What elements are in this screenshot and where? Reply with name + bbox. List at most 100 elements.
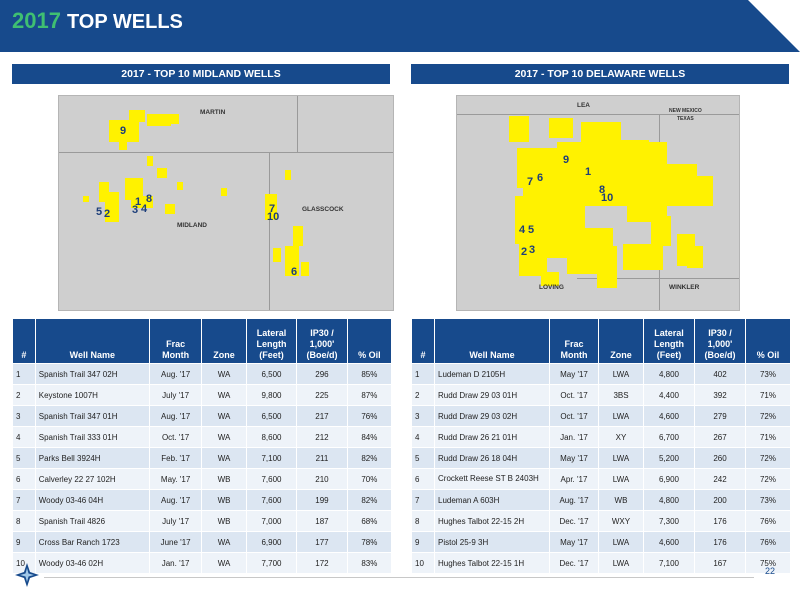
cell-lateral-length: 6,700 — [643, 426, 695, 448]
map-marker-9: 9 — [563, 154, 570, 166]
cell-index: 1 — [411, 363, 435, 385]
cell-pct-oil: 73% — [745, 363, 791, 385]
map-marker-3: 3 — [132, 204, 139, 216]
cell-pct-oil: 87% — [346, 384, 393, 406]
cell-frac-month: May. '17 — [148, 468, 203, 490]
col-header-frac-month: Frac Month — [148, 318, 203, 364]
midland-map: MARTIN MIDLAND GLASSCOCK 9 5 2 1 3 4 8 7… — [58, 95, 394, 311]
cell-pct-oil: 68% — [346, 510, 393, 532]
table-row: 8 Hughes Talbot 22-15 2H Dec. '17 WXY 7,300 1… — [411, 510, 791, 532]
col-header-lateral-length: Lateral Length (Feet) — [643, 318, 695, 364]
cell-ip30: 225 — [296, 384, 348, 406]
cell-well-name: Rudd Draw 29 03 02H — [434, 405, 550, 427]
cell-ip30: 176 — [694, 531, 746, 553]
col-header-index: # — [411, 318, 435, 364]
map-marker-1: 1 — [585, 166, 592, 178]
cell-ip30: 260 — [694, 447, 746, 469]
cell-index: 5 — [12, 447, 36, 469]
map-marker-5: 5 — [96, 206, 103, 218]
cell-index: 10 — [411, 552, 435, 574]
cell-well-name: Rudd Draw 26 21 01H — [434, 426, 550, 448]
cell-pct-oil: 82% — [346, 447, 393, 469]
col-header-pct-oil: % Oil — [346, 318, 393, 364]
cell-zone: 3BS — [598, 384, 644, 406]
map-marker-6: 6 — [537, 172, 544, 184]
table-row: 6 Crockett Reese ST B 2403H Apr. '17 LWA 6,9… — [411, 468, 791, 490]
cell-ip30: 199 — [296, 489, 348, 511]
cell-index: 5 — [411, 447, 435, 469]
cell-frac-month: Oct. '17 — [148, 426, 203, 448]
table-row: 5 Rudd Draw 26 18 04H May '17 LWA 5,200 260 72… — [411, 447, 791, 469]
cell-ip30: 187 — [296, 510, 348, 532]
cell-frac-month: Aug. '17 — [148, 405, 203, 427]
table-row: 9 Pistol 25-9 3H May '17 LWA 4,600 176 76% — [411, 531, 791, 553]
cell-well-name: Hughes Talbot 22-15 1H — [434, 552, 550, 574]
table-row: 9 Cross Bar Ranch 1723 June '17 WA 6,900 177 7… — [12, 531, 393, 553]
col-header-zone: Zone — [598, 318, 644, 364]
table-row: 5 Parks Bell 3924H Feb. '17 WA 7,100 211 82% — [12, 447, 393, 469]
cell-index: 9 — [12, 531, 36, 553]
cell-frac-month: Aug. '17 — [148, 363, 203, 385]
col-header-lateral-length: Lateral Length (Feet) — [245, 318, 298, 364]
cell-zone: WA — [201, 552, 247, 574]
cell-well-name: Parks Bell 3924H — [34, 447, 150, 469]
cell-lateral-length: 7,000 — [245, 510, 298, 532]
col-header-well-name: Well Name — [34, 318, 150, 364]
cell-lateral-length: 8,600 — [245, 426, 298, 448]
cell-ip30: 402 — [694, 363, 746, 385]
cell-pct-oil: 73% — [745, 489, 791, 511]
cell-frac-month: July '17 — [148, 384, 203, 406]
cell-lateral-length: 6,500 — [245, 363, 298, 385]
cell-zone: WB — [598, 489, 644, 511]
cell-well-name: Rudd Draw 29 03 01H — [434, 384, 550, 406]
cell-well-name: Woody 03-46 04H — [34, 489, 150, 511]
cell-pct-oil: 72% — [745, 447, 791, 469]
cell-pct-oil: 76% — [346, 405, 393, 427]
cell-pct-oil: 85% — [346, 363, 393, 385]
cell-index: 2 — [12, 384, 36, 406]
col-header-pct-oil: % Oil — [745, 318, 791, 364]
col-header-index: # — [12, 318, 36, 364]
table-row: 3 Rudd Draw 29 03 02H Oct. '17 LWA 4,600 279 7… — [411, 405, 791, 427]
cell-well-name: Calverley 22 27 102H — [34, 468, 150, 490]
cell-lateral-length: 4,400 — [643, 384, 695, 406]
map-marker-2: 2 — [521, 246, 528, 258]
cell-lateral-length: 5,200 — [643, 447, 695, 469]
cell-well-name: Keystone 1007H — [34, 384, 150, 406]
cell-lateral-length: 9,800 — [245, 384, 298, 406]
cell-ip30: 212 — [296, 426, 348, 448]
table-header-row: # Well Name Frac Month Zone Lateral Leng… — [12, 318, 393, 364]
cell-zone: WA — [201, 447, 247, 469]
cell-frac-month: July '17 — [148, 510, 203, 532]
map-marker-6: 6 — [291, 266, 298, 278]
map-marker-8: 8 — [599, 184, 606, 196]
cell-zone: LWA — [598, 468, 644, 490]
map-marker-3: 3 — [529, 244, 536, 256]
cell-zone: WA — [201, 405, 247, 427]
map-marker-7: 7 — [269, 203, 276, 215]
table-row: 4 Spanish Trail 333 01H Oct. '17 WA 8,600 212… — [12, 426, 393, 448]
map-marker-5: 5 — [528, 224, 535, 236]
cell-ip30: 210 — [296, 468, 348, 490]
map-marker-2: 2 — [104, 208, 111, 220]
table-row: 1 Spanish Trail 347 02H Aug. '17 WA 6,500 296… — [12, 363, 393, 385]
cell-zone: WA — [201, 384, 247, 406]
cell-zone: WA — [201, 426, 247, 448]
cell-frac-month: Dec. '17 — [549, 510, 599, 532]
map-marker-10: 10 — [267, 211, 280, 223]
cell-zone: LWA — [598, 405, 644, 427]
cell-lateral-length: 7,700 — [245, 552, 298, 574]
cell-index: 9 — [411, 531, 435, 553]
cell-ip30: 217 — [296, 405, 348, 427]
cell-lateral-length: 6,900 — [643, 468, 695, 490]
cell-frac-month: Jan. '17 — [148, 552, 203, 574]
cell-lateral-length: 4,800 — [643, 363, 695, 385]
cell-pct-oil: 75% — [745, 552, 791, 574]
col-header-ip30: IP30 / 1,000' (Boe/d) — [694, 318, 746, 364]
cell-well-name: Spanish Trail 347 01H — [34, 405, 150, 427]
company-logo-icon — [15, 563, 39, 587]
cell-index: 8 — [411, 510, 435, 532]
table-row: 6 Calverley 22 27 102H May. '17 WB 7,600 210 7… — [12, 468, 393, 490]
cell-zone: WA — [201, 363, 247, 385]
map-marker-10: 10 — [601, 192, 614, 204]
